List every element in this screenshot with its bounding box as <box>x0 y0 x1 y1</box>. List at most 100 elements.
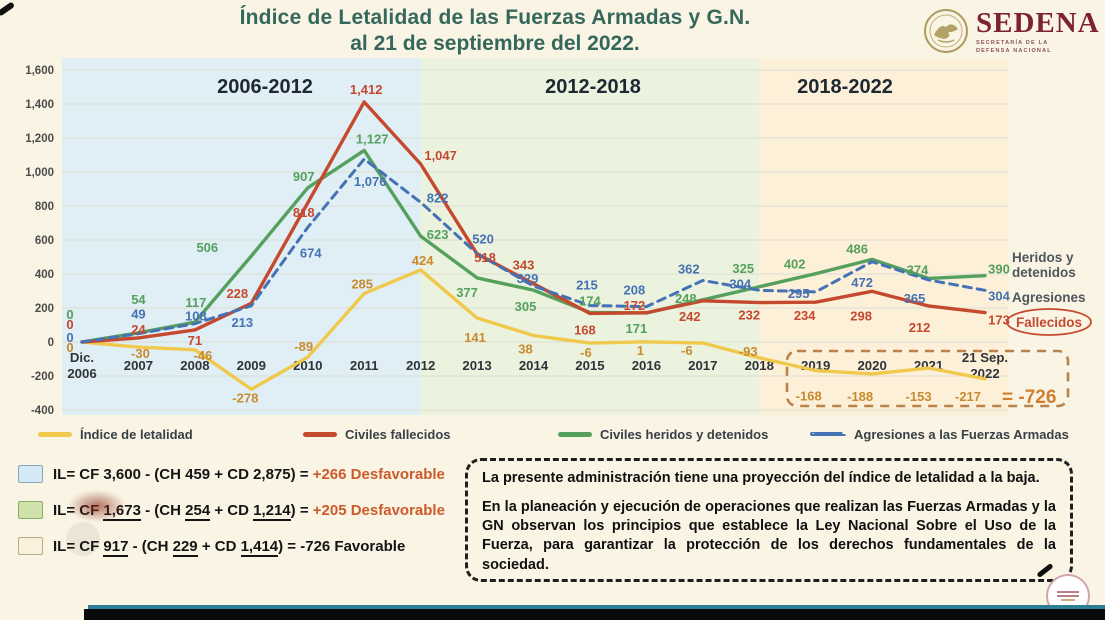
legend-swatch-icon <box>303 431 337 437</box>
period-header: 2006-2012 <box>217 76 313 98</box>
y-tick-label: -200 <box>31 371 54 383</box>
data-label: 674 <box>300 245 322 260</box>
data-label: 1,047 <box>424 148 457 163</box>
data-label: 232 <box>738 308 760 323</box>
series-line-2 <box>80 148 987 344</box>
formula-segment: Desfavorable <box>346 501 445 519</box>
data-label: -188 <box>847 389 873 404</box>
data-label: 1,412 <box>350 82 383 97</box>
data-label: 208 <box>624 283 646 298</box>
formula-row-2: IL= CF 917 - (CH 229 + CD 1,414) = -726 … <box>18 534 405 558</box>
data-label: 215 <box>576 277 598 292</box>
data-label: -168 <box>796 389 822 404</box>
data-label: -93 <box>739 344 758 359</box>
data-label: 329 <box>517 271 539 286</box>
data-label: 506 <box>196 240 218 255</box>
data-label: 818 <box>293 205 315 220</box>
x-tick-label: 2018 <box>745 358 774 373</box>
data-label: -46 <box>193 348 212 363</box>
fallecidos-oval <box>1006 308 1092 336</box>
formula-segment: +266 <box>312 465 347 483</box>
data-label: -89 <box>294 339 313 354</box>
series-end-label: Agresiones <box>1012 290 1086 305</box>
formula-segment: 1,414 <box>240 537 279 557</box>
formula-segment: - (CH <box>140 501 186 519</box>
legend-item-3: Agresiones a las Fuerzas Armadas <box>810 424 1069 444</box>
data-label: 248 <box>675 291 697 306</box>
title-line-2: al 21 de septiembre del 2022. <box>350 32 640 55</box>
data-label: 305 <box>515 299 537 314</box>
x-tick-label: 2015 <box>575 358 604 373</box>
y-tick-label: 200 <box>35 303 54 315</box>
formula-row-0: IL= CF 3,600 - (CH 459 + CD 2,875) = +26… <box>18 462 445 486</box>
formula-segment: 229 <box>172 537 198 557</box>
data-label: 0 <box>66 307 73 322</box>
formula-segment: IL= CF <box>53 537 104 555</box>
formula-swatch-icon <box>18 465 43 483</box>
formula-swatch-icon <box>18 537 43 555</box>
data-label: 472 <box>851 275 873 290</box>
data-label: 285 <box>351 277 373 292</box>
formula-text: IL= CF 1,673 - (CH 254 + CD 1,214) = +20… <box>53 501 445 521</box>
title-line-1: Índice de Letalidad de las Fuerzas Armad… <box>239 6 751 29</box>
chart-svg: 2006-2012 2012-2018 2018-2022 -400 -200 0 200 4… <box>25 58 1092 417</box>
data-label: 304 <box>729 276 751 291</box>
chart-legend: Índice de letalidad Civiles fallecidos Civ… <box>0 424 1105 446</box>
y-tick-label: 1,200 <box>25 133 54 145</box>
agency-name: SEDENA <box>976 6 1100 39</box>
sedena-logo: SEDENA SECRETARÍA DE LA DEFENSA NACIONAL <box>922 4 1100 58</box>
formula-segment: ) = <box>290 501 313 519</box>
x-tick-label: 2008 <box>180 358 209 373</box>
x-tick-label: 2006 <box>67 366 96 381</box>
series-line-0 <box>80 268 987 391</box>
formula-segment: + CD <box>210 501 254 519</box>
x-tick-label: 2013 <box>462 358 491 373</box>
data-label: 390 <box>988 262 1010 277</box>
data-label: 1,076 <box>354 174 387 189</box>
legend-item-0: Índice de letalidad <box>38 424 193 444</box>
x-tick-label: 2016 <box>632 358 661 373</box>
y-tick-label: 1,000 <box>25 167 54 179</box>
formula-segment: 254 <box>185 501 211 521</box>
formula-segment: 1,214 <box>253 501 291 521</box>
legend-label: Civiles fallecidos <box>345 426 451 442</box>
lethality-chart: 2006-2012 2012-2018 2018-2022 -400 -200 0 200 4… <box>0 55 1105 455</box>
data-label: 174 <box>579 293 601 308</box>
data-label: 24 <box>131 322 146 337</box>
period-band <box>62 58 421 415</box>
data-label: 71 <box>188 333 202 348</box>
x-tick-label: 2017 <box>688 358 717 373</box>
period-band <box>420 58 760 415</box>
series-end-label: detenidos <box>1012 265 1076 280</box>
legend-label: Índice de letalidad <box>80 426 193 442</box>
data-label: -6 <box>580 345 592 360</box>
note-box: La presente administración tiene una pro… <box>465 458 1073 582</box>
period-header: 2018-2022 <box>797 76 893 98</box>
data-label: 362 <box>678 261 700 276</box>
legend-swatch-icon <box>810 432 846 436</box>
data-label: 1 <box>637 343 644 358</box>
data-label: 38 <box>518 342 532 357</box>
data-label: 0 <box>66 317 73 332</box>
x-tick-label: 2007 <box>124 358 153 373</box>
y-tick-label: 600 <box>35 235 54 247</box>
data-label: 0 <box>66 340 73 355</box>
data-label: 520 <box>472 232 494 247</box>
corner-artifact <box>0 1 16 17</box>
data-label: 0 <box>66 330 73 345</box>
series-end-label: Heridos y <box>1012 250 1074 265</box>
data-label: 141 <box>464 330 486 345</box>
data-label: 1,127 <box>356 131 389 146</box>
legend-swatch-icon <box>38 431 72 437</box>
data-label: 402 <box>784 257 806 272</box>
data-label: 242 <box>679 309 701 324</box>
legend-swatch-icon <box>558 431 592 437</box>
data-label: 49 <box>131 307 145 322</box>
formula-text: IL= CF 917 - (CH 229 + CD 1,414) = -726 … <box>53 537 405 557</box>
data-label: 54 <box>131 292 146 307</box>
note-paragraph-2: En la planeación y ejecución de operacio… <box>482 499 1056 573</box>
legend-label: Agresiones a las Fuerzas Armadas <box>854 426 1069 442</box>
data-label: 298 <box>850 308 872 323</box>
ink-smudge <box>68 490 126 522</box>
data-label: 907 <box>293 169 315 184</box>
